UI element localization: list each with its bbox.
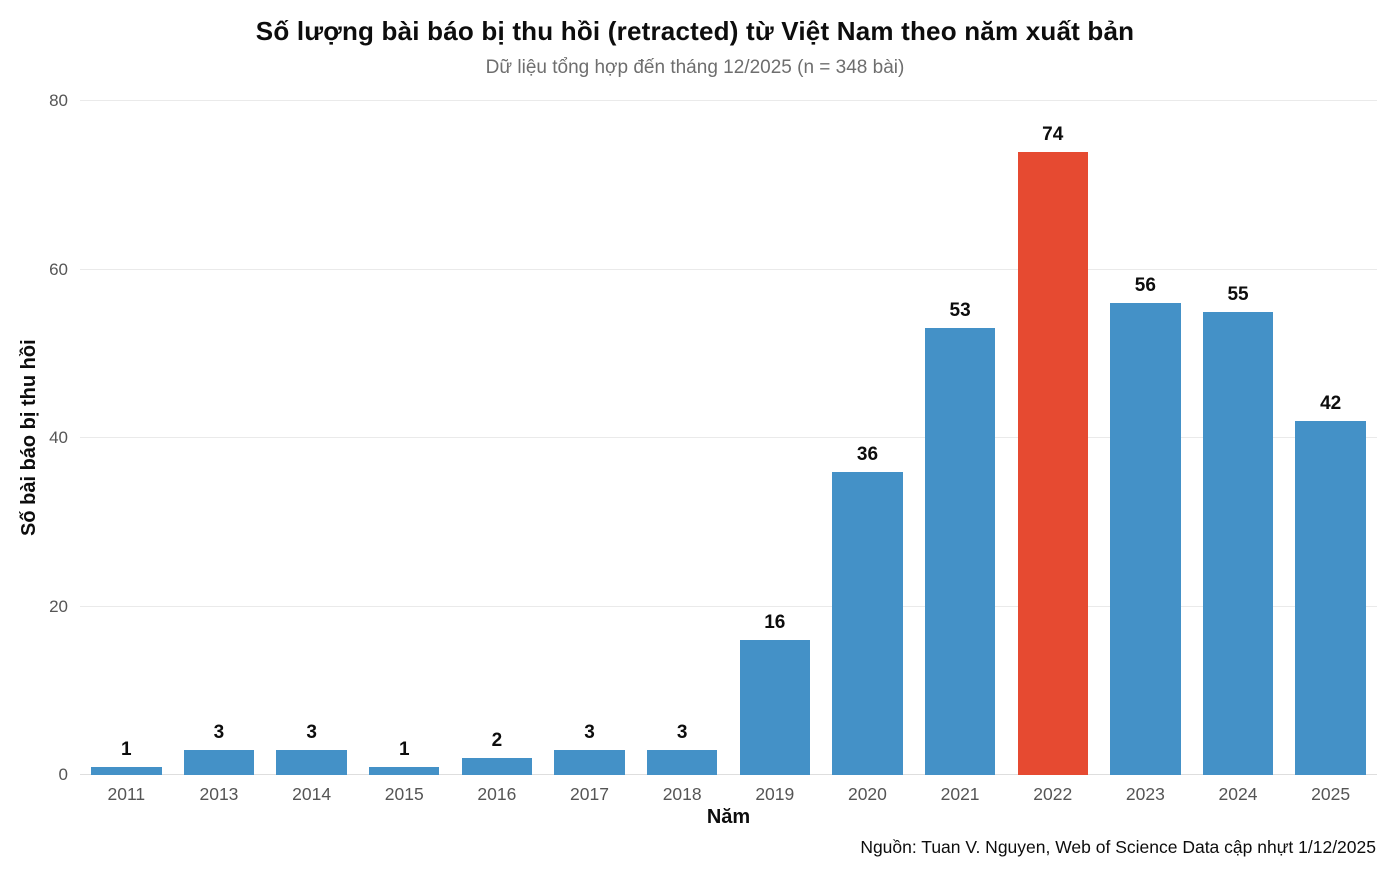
bar-slot-2011: 1 bbox=[80, 101, 173, 775]
source-note: Nguồn: Tuan V. Nguyen, Web of Science Da… bbox=[860, 837, 1376, 857]
bar-value-label-2019: 16 bbox=[764, 612, 786, 634]
bar-2019 bbox=[739, 640, 810, 775]
y-tick-label-20: 20 bbox=[49, 596, 68, 616]
bar-value-label-2015: 1 bbox=[398, 738, 410, 760]
bar-slot-2022: 74 bbox=[1006, 101, 1099, 775]
x-tick-label-2025: 2025 bbox=[1311, 784, 1351, 804]
bar-value-label-2016: 2 bbox=[491, 730, 503, 752]
bar-2021 bbox=[924, 328, 996, 775]
x-axis-tick-labels: 2011 2013 2014 2015 2016 2017 2018 2019 2020 2021… bbox=[80, 784, 1377, 805]
chart-title: Số lượng bài báo bị thu hồi (retracted) … bbox=[255, 16, 1135, 46]
bar-2024 bbox=[1202, 311, 1274, 775]
x-tick-label-2024: 2024 bbox=[1218, 784, 1258, 804]
y-tick-label-40: 40 bbox=[49, 428, 68, 447]
x-axis-line bbox=[80, 774, 1377, 775]
x-tick-label-2015: 2015 bbox=[384, 784, 424, 804]
bar-value-label-2023: 56 bbox=[1134, 275, 1156, 297]
bar-value-label-2013: 3 bbox=[213, 721, 225, 743]
x-tick-label-2023: 2023 bbox=[1125, 784, 1165, 804]
gridline-y-60 bbox=[80, 268, 1377, 270]
gridline-y-40 bbox=[80, 437, 1377, 438]
bar-2018 bbox=[646, 749, 718, 775]
gridline-y-20 bbox=[80, 605, 1377, 607]
bar-value-label-2021: 53 bbox=[949, 300, 971, 322]
bar-2023 bbox=[1110, 303, 1181, 775]
bar-2022-highlighted bbox=[1017, 151, 1088, 775]
x-tick-label-2021: 2021 bbox=[940, 784, 980, 804]
bar-slot-2025: 42 bbox=[1284, 101, 1377, 775]
bar-value-label-2018: 3 bbox=[676, 721, 688, 743]
bar-slot-2024: 55 bbox=[1192, 101, 1285, 775]
x-tick-label-2017: 2017 bbox=[570, 784, 609, 804]
bar-slot-2015: 1 bbox=[358, 101, 451, 775]
bar-value-label-2025: 42 bbox=[1320, 393, 1342, 415]
y-tick-label-60: 60 bbox=[49, 259, 68, 279]
bar-slot-2019: 16 bbox=[728, 101, 821, 775]
x-tick-label-2013: 2013 bbox=[199, 784, 239, 804]
x-axis-title: Năm bbox=[706, 806, 751, 828]
chart-subtitle: Dữ liệu tổng hợp đến tháng 12/2025 (n = … bbox=[485, 57, 905, 78]
bar-slot-2013: 3 bbox=[173, 101, 266, 775]
bar-2017 bbox=[554, 749, 625, 775]
bar-2015 bbox=[369, 766, 440, 775]
bar-2025 bbox=[1295, 421, 1366, 775]
x-tick-label-2011: 2011 bbox=[107, 784, 146, 804]
x-tick-label-2020: 2020 bbox=[847, 784, 887, 804]
bar-value-label-2011: 1 bbox=[121, 738, 132, 760]
bar-2016 bbox=[461, 758, 533, 775]
bar-value-label-2017: 3 bbox=[584, 721, 595, 743]
x-tick-label-2016: 2016 bbox=[477, 784, 517, 804]
bar-slot-2016: 2 bbox=[451, 101, 544, 775]
x-tick-label-2018: 2018 bbox=[662, 784, 702, 804]
y-tick-label-0: 0 bbox=[58, 765, 68, 784]
bar-slot-2018: 3 bbox=[636, 101, 729, 775]
x-tick-label-2014: 2014 bbox=[292, 784, 332, 804]
gridline-y-80 bbox=[80, 100, 1377, 101]
y-tick-label-80: 80 bbox=[49, 91, 68, 110]
x-tick-label-2022: 2022 bbox=[1033, 784, 1073, 804]
bar-value-label-2022: 74 bbox=[1042, 123, 1064, 145]
bar-slot-2020: 36 bbox=[821, 101, 914, 775]
bars-container: 1 3 3 1 2 3 3 16 36 53 74 56 55 42 bbox=[80, 101, 1377, 775]
bar-slot-2021: 53 bbox=[914, 101, 1007, 775]
plot-area: 0 20 40 60 80 1 3 3 1 2 3 3 16 36 53 74 56 55 42 bbox=[49, 91, 1377, 784]
bar-slot-2023: 56 bbox=[1099, 101, 1192, 775]
bar-slot-2014: 3 bbox=[265, 101, 358, 775]
y-axis-title: Số bài báo bị thu hồi bbox=[18, 339, 40, 537]
bar-value-label-2024: 55 bbox=[1227, 283, 1249, 305]
bar-slot-2017: 3 bbox=[543, 101, 636, 775]
bar-value-label-2020: 36 bbox=[856, 443, 879, 465]
bar-2013 bbox=[183, 749, 255, 775]
bar-2020 bbox=[832, 471, 903, 775]
bar-value-label-2014: 3 bbox=[306, 721, 317, 743]
x-tick-label-2019: 2019 bbox=[755, 784, 795, 804]
bar-2011 bbox=[91, 766, 162, 775]
bar-2014 bbox=[276, 749, 347, 775]
